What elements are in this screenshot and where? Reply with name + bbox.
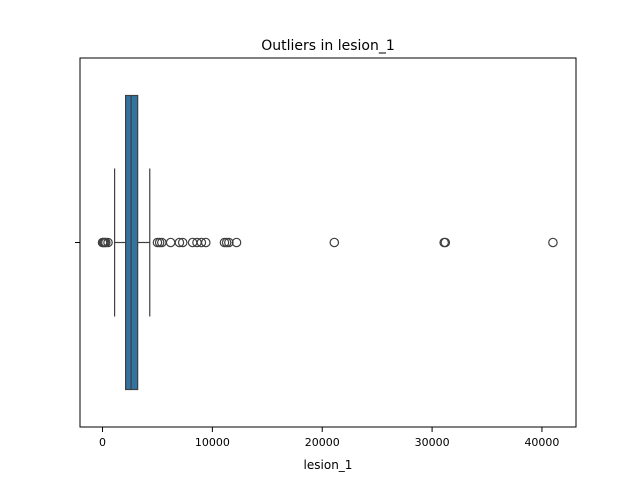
x-axis: 0 10000 20000 30000 40000 (75, 57, 577, 449)
x-axis-label: lesion_1 (304, 458, 353, 472)
x-tick-label: 0 (99, 436, 106, 449)
outlier-point (440, 237, 451, 248)
outlier-point (196, 237, 207, 248)
x-tick-label: 20000 (305, 436, 340, 449)
x-tick-label: 40000 (524, 436, 559, 449)
outlier-point (231, 237, 242, 248)
outlier-point (224, 237, 234, 248)
x-tick-label: 30000 (415, 436, 450, 449)
x-tick-label: 10000 (195, 436, 230, 449)
chart-title: Outliers in lesion_1 (261, 38, 395, 54)
outlier-point (548, 237, 558, 248)
outlier-point (103, 237, 113, 248)
outlier-point (174, 237, 185, 248)
outlier-point (177, 237, 188, 248)
outlier-point (329, 237, 340, 248)
plot-area (97, 94, 558, 391)
outlier-point (200, 237, 211, 248)
